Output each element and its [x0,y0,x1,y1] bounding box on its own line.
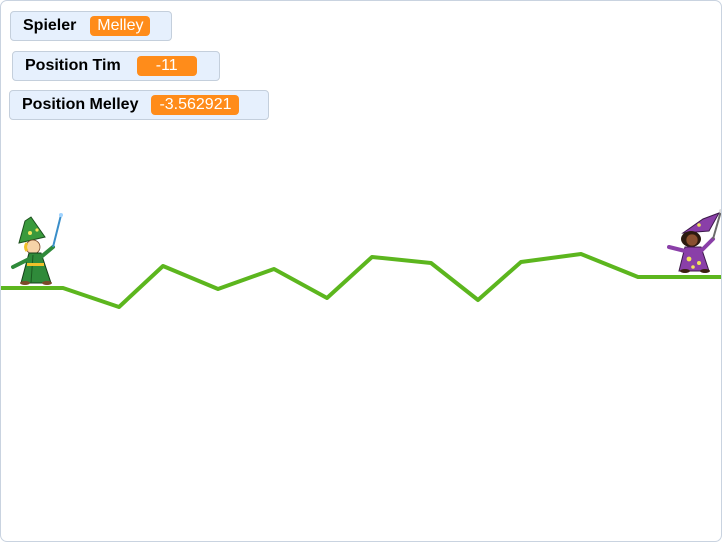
monitor-value: -11 [136,56,197,76]
monitor-label: Position Tim [25,57,121,74]
monitor-value: -3.562921 [151,95,240,115]
monitor-value: Melley [90,16,151,36]
monitor-label: Position Melley [22,96,139,113]
monitor-label: Spieler [23,17,77,34]
variable-monitor-position-tim: Position Tim -11 [12,51,220,81]
wizard-green-icon[interactable] [11,213,63,285]
terrain-line [1,252,721,309]
wizard-purple-icon[interactable] [667,209,721,273]
variable-monitor-spieler: Spieler Melley [10,11,172,41]
variable-monitor-position-melley: Position Melley -3.562921 [9,90,269,120]
